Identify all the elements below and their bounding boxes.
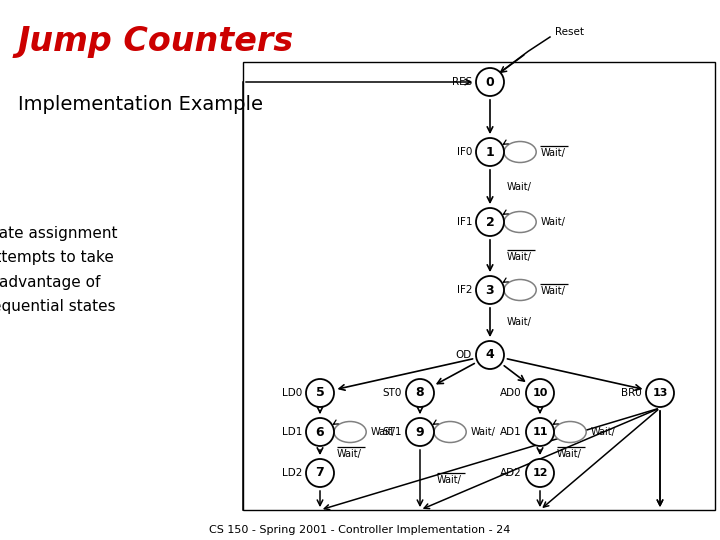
Text: Wait/: Wait/ (507, 252, 532, 262)
Text: Wait/: Wait/ (437, 475, 462, 484)
Text: Jump Counters: Jump Counters (18, 25, 294, 58)
Circle shape (476, 68, 504, 96)
Circle shape (476, 208, 504, 236)
Ellipse shape (334, 422, 366, 442)
Text: 3: 3 (486, 284, 495, 296)
Text: Wait/: Wait/ (557, 449, 582, 458)
Ellipse shape (554, 422, 586, 442)
Text: AD0: AD0 (500, 388, 522, 398)
Ellipse shape (504, 141, 536, 163)
Text: Wait/: Wait/ (540, 217, 565, 227)
Text: ST0: ST0 (382, 388, 402, 398)
Circle shape (526, 418, 554, 446)
Text: Reset: Reset (555, 27, 584, 37)
Circle shape (306, 418, 334, 446)
Text: RES: RES (451, 77, 472, 87)
Text: CS 150 - Spring 2001 - Controller Implementation - 24: CS 150 - Spring 2001 - Controller Implem… (210, 525, 510, 535)
Text: IF2: IF2 (456, 285, 472, 295)
Circle shape (406, 418, 434, 446)
Text: IF0: IF0 (456, 147, 472, 157)
Ellipse shape (504, 280, 536, 300)
Text: Implementation Example: Implementation Example (18, 96, 263, 114)
Text: Wait/: Wait/ (590, 427, 615, 437)
Text: Wait/: Wait/ (540, 148, 565, 158)
Text: 9: 9 (415, 426, 424, 438)
Circle shape (406, 379, 434, 407)
Text: 6: 6 (315, 426, 324, 438)
Text: AD2: AD2 (500, 468, 522, 478)
Text: Wait/: Wait/ (507, 318, 532, 327)
Text: Wait/: Wait/ (337, 449, 362, 458)
Text: 8: 8 (415, 387, 424, 400)
Text: Wait/: Wait/ (507, 182, 532, 192)
Text: 1: 1 (485, 145, 495, 159)
Circle shape (306, 459, 334, 487)
Text: 13: 13 (652, 388, 667, 398)
Text: LD2: LD2 (282, 468, 302, 478)
Text: 10: 10 (532, 388, 548, 398)
Text: ST1: ST1 (382, 427, 402, 437)
Circle shape (526, 379, 554, 407)
Text: 5: 5 (315, 387, 325, 400)
Text: 12: 12 (532, 468, 548, 478)
Text: LD0: LD0 (282, 388, 302, 398)
Circle shape (646, 379, 674, 407)
Text: Wait/: Wait/ (540, 286, 565, 296)
Text: LD1: LD1 (282, 427, 302, 437)
Text: AD1: AD1 (500, 427, 522, 437)
Ellipse shape (504, 212, 536, 233)
Ellipse shape (434, 422, 467, 442)
Text: State assignment
attempts to take
advantage of
sequential states: State assignment attempts to take advant… (0, 226, 117, 314)
Text: OD: OD (456, 350, 472, 360)
Text: 4: 4 (485, 348, 495, 361)
Circle shape (526, 459, 554, 487)
Bar (243, 62, 715, 510)
Text: BR0: BR0 (621, 388, 642, 398)
Circle shape (476, 138, 504, 166)
Text: Wait/: Wait/ (470, 427, 495, 437)
Text: 11: 11 (532, 427, 548, 437)
Text: IF1: IF1 (456, 217, 472, 227)
Circle shape (476, 341, 504, 369)
Text: Wait/: Wait/ (370, 427, 395, 437)
Text: 7: 7 (315, 467, 325, 480)
Circle shape (476, 276, 504, 304)
Circle shape (306, 379, 334, 407)
Text: 0: 0 (485, 76, 495, 89)
Text: 2: 2 (485, 215, 495, 228)
